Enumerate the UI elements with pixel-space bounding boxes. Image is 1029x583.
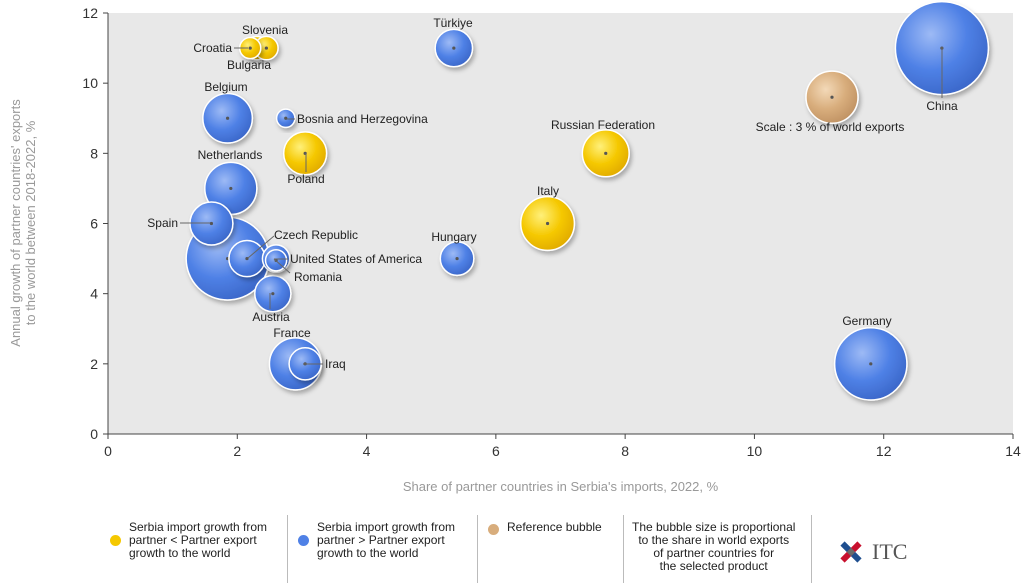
label-hungary: Hungary bbox=[431, 230, 476, 244]
label-reference-bubble: Scale : 3 % of world exports bbox=[756, 120, 905, 134]
label-poland: Poland bbox=[287, 172, 324, 186]
legend-reference-dot bbox=[488, 524, 499, 535]
legend-size-note: The bubble size is proportional to the s… bbox=[624, 515, 812, 583]
x-tick-label-2: 4 bbox=[363, 443, 371, 459]
bubble-2-center bbox=[545, 221, 550, 226]
legend-note-text: The bubble size is proportional to the s… bbox=[632, 520, 796, 573]
legend-item-reference: Reference bubble bbox=[478, 515, 624, 583]
x-tick-label-3: 6 bbox=[492, 443, 500, 459]
label-russian-federation: Russian Federation bbox=[551, 118, 655, 132]
bubble-4-center bbox=[452, 46, 456, 50]
reference-bubble-center bbox=[830, 95, 834, 99]
bubble-8-center bbox=[264, 46, 268, 50]
legend-reference-text: Reference bubble bbox=[507, 520, 602, 534]
y-tick-label-4: 8 bbox=[90, 145, 98, 161]
label-belgium: Belgium bbox=[204, 80, 247, 94]
label-united-states-of-america: United States of America bbox=[290, 252, 422, 266]
label-germany: Germany bbox=[842, 314, 891, 328]
bubbles-layer bbox=[185, 0, 990, 401]
bubble-9-center bbox=[225, 116, 230, 120]
y-tick-label-5: 10 bbox=[82, 75, 98, 91]
label-slovenia: Slovenia bbox=[242, 23, 288, 37]
y-tick-label-6: 12 bbox=[82, 5, 98, 21]
legend-item-blue: Serbia import growth from partner > Part… bbox=[288, 515, 478, 583]
labels-layer: China Germany Italy Russian Federation Türki… bbox=[147, 16, 958, 371]
y-tick-label-3: 6 bbox=[90, 216, 98, 232]
y-tick-label-1: 2 bbox=[90, 356, 98, 372]
itc-logo-icon bbox=[840, 541, 862, 563]
label-bulgaria: Bulgaria bbox=[227, 58, 271, 72]
bubble-15-center bbox=[245, 256, 249, 261]
x-axis-title: Share of partner countries in Serbia's i… bbox=[403, 479, 719, 494]
x-tick-label-6: 12 bbox=[876, 443, 892, 459]
x-tick-label-4: 8 bbox=[621, 443, 629, 459]
label-italy: Italy bbox=[537, 184, 559, 198]
label-iraq: Iraq bbox=[325, 357, 346, 371]
x-tick-label-7: 14 bbox=[1005, 443, 1021, 459]
legend: Serbia import growth from partner < Part… bbox=[100, 515, 919, 583]
bubble-13-center bbox=[209, 221, 214, 226]
legend-yellow-dot bbox=[110, 535, 121, 546]
label-netherlands: Netherlands bbox=[198, 148, 263, 162]
label-spain: Spain bbox=[147, 216, 178, 230]
y-axis-title-line-0: Annual growth of partner countries' expo… bbox=[8, 99, 23, 347]
leader-czech-republic bbox=[247, 235, 275, 259]
label-austria: Austria bbox=[252, 310, 290, 324]
bubble-11-center bbox=[229, 186, 233, 191]
x-tick-label-5: 10 bbox=[747, 443, 763, 459]
legend-blue-text: Serbia import growth from partner > Part… bbox=[317, 520, 456, 560]
bubble-3-center bbox=[604, 151, 608, 155]
bubble-10-center bbox=[284, 116, 288, 120]
label-france: France bbox=[273, 326, 311, 340]
legend-blue-dot bbox=[298, 535, 309, 546]
y-axis-title-line-1: to the world between 2018-2022, % bbox=[23, 120, 38, 325]
bubble-5-center bbox=[455, 256, 459, 261]
y-axis-title: Annual growth of partner countries' expo… bbox=[8, 99, 38, 347]
legend-item-yellow: Serbia import growth from partner < Part… bbox=[100, 515, 288, 583]
label-china: China bbox=[926, 99, 958, 113]
label-bosnia-and-herzegovina: Bosnia and Herzegovina bbox=[297, 112, 428, 126]
itc-logo: ITC bbox=[812, 515, 919, 583]
label-czech-republic: Czech Republic bbox=[274, 228, 358, 242]
bubble-6-center bbox=[248, 46, 252, 50]
bubble-18-center bbox=[271, 292, 275, 296]
label-t-rkiye: Türkiye bbox=[433, 16, 473, 30]
y-tick-label-0: 0 bbox=[90, 426, 98, 442]
label-romania: Romania bbox=[294, 270, 342, 284]
label-croatia: Croatia bbox=[193, 41, 232, 55]
leader-romania bbox=[273, 258, 291, 274]
x-tick-label-1: 2 bbox=[233, 443, 241, 459]
bubble-1-center bbox=[869, 362, 873, 366]
bubble-chart: 0 2 4 6 8 10 12 14 0 2 4 6 8 10 12 Share of partner cou… bbox=[8, 0, 1021, 494]
legend-yellow-text: Serbia import growth from partner < Part… bbox=[129, 520, 268, 560]
itc-logo-text: ITC bbox=[872, 539, 908, 564]
x-tick-label-0: 0 bbox=[104, 443, 112, 459]
axes-layer: 0 2 4 6 8 10 12 14 0 2 4 6 8 10 12 Share of partner cou… bbox=[8, 5, 1021, 494]
y-tick-label-2: 4 bbox=[90, 286, 98, 302]
